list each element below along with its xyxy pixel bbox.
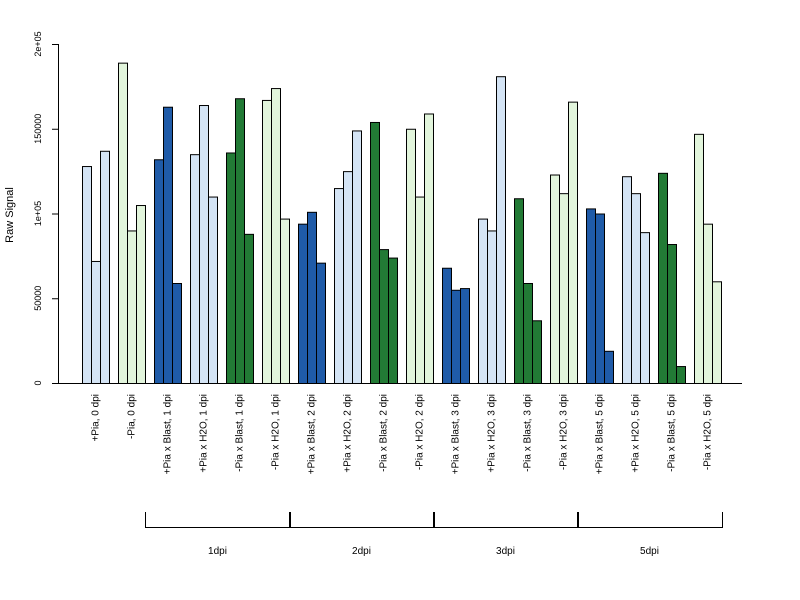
bar (415, 196, 425, 384)
bar (496, 76, 506, 385)
bar (163, 106, 173, 384)
time-bracket (577, 512, 723, 528)
bar (550, 174, 560, 384)
bar (586, 208, 596, 384)
bar (154, 159, 164, 384)
bar (676, 366, 686, 384)
x-axis-labels: +Pia, 0 dpi -Pia, 0 dpi +Pia x Blast, 1 dp… (91, 394, 714, 474)
bar (487, 230, 497, 384)
bar (343, 171, 353, 384)
bar (199, 105, 209, 385)
bar (271, 88, 281, 384)
y-tick-label: 2e+05 (33, 31, 43, 56)
time-bracket-label: 3dpi (496, 546, 515, 557)
bar (316, 262, 326, 384)
x-tick-label: -Pia x Blast, 5 dpi (667, 394, 678, 472)
bars (82, 62, 722, 385)
time-brackets: 1dpi 2dpi 3dpi 5dpi (145, 512, 723, 557)
y-tick-label: 1e+05 (33, 201, 43, 226)
bar (262, 99, 272, 384)
bar (118, 62, 128, 385)
bar (559, 193, 569, 384)
bar (226, 152, 236, 384)
bar (307, 211, 317, 384)
x-tick-label: +Pia x H2O, 1 dpi (199, 394, 210, 473)
bar (235, 98, 245, 385)
x-tick-label: +Pia x Blast, 3 dpi (451, 394, 462, 474)
bar (640, 232, 650, 384)
bar (460, 288, 470, 384)
x-tick-label: -Pia, 0 dpi (127, 394, 138, 439)
bar (667, 244, 677, 384)
x-tick-label: +Pia x H2O, 2 dpi (343, 394, 354, 473)
x-tick-label: +Pia x Blast, 2 dpi (307, 394, 318, 474)
y-tick-label: 50000 (33, 286, 43, 311)
bar (712, 281, 722, 384)
bar (172, 282, 182, 384)
bar (658, 172, 668, 384)
x-tick-label: +Pia, 0 dpi (91, 394, 102, 442)
bar (352, 130, 362, 384)
x-tick-label: -Pia x H2O, 3 dpi (559, 394, 570, 470)
x-tick-label: -Pia x Blast, 2 dpi (379, 394, 390, 472)
x-tick-label: -Pia x Blast, 3 dpi (523, 394, 534, 472)
time-bracket-label: 5dpi (640, 546, 659, 557)
bar (451, 289, 461, 384)
bar (523, 282, 533, 384)
time-bracket (145, 512, 291, 528)
y-tick-label: 0 (33, 380, 43, 385)
bar (91, 260, 101, 384)
bar (532, 320, 542, 385)
bar (442, 267, 452, 384)
bar (334, 188, 344, 384)
bar (631, 193, 641, 384)
bar (379, 249, 389, 384)
time-bracket (433, 512, 579, 528)
bar (703, 223, 713, 384)
x-tick-label: -Pia x H2O, 2 dpi (415, 394, 426, 470)
bar (127, 230, 137, 384)
bar (514, 198, 524, 384)
time-bracket (289, 512, 435, 528)
x-tick-label: +Pia x H2O, 3 dpi (487, 394, 498, 473)
y-axis: 0 50000 1e+05 150000 2e+05 (33, 31, 59, 386)
y-tick-label: 150000 (33, 114, 43, 144)
bar (478, 218, 488, 384)
bar (190, 154, 200, 384)
x-tick-label: +Pia x Blast, 1 dpi (163, 394, 174, 474)
x-tick-label: -Pia x H2O, 5 dpi (703, 394, 714, 470)
x-tick-label: +Pia x H2O, 5 dpi (631, 394, 642, 473)
bar (568, 101, 578, 384)
bar (622, 176, 632, 384)
time-bracket-label: 1dpi (208, 546, 227, 557)
bar (136, 205, 146, 384)
bar (388, 257, 398, 385)
bar (424, 113, 434, 385)
bar (604, 350, 614, 385)
bar (280, 218, 290, 384)
bar (370, 121, 380, 384)
bar (208, 196, 218, 384)
time-bracket-label: 2dpi (352, 546, 371, 557)
y-axis-title: Raw Signal (4, 187, 16, 243)
x-tick-label: -Pia x Blast, 1 dpi (235, 394, 246, 472)
bar (694, 133, 704, 384)
bar (244, 233, 254, 384)
bar (298, 223, 308, 384)
x-tick-label: +Pia x Blast, 5 dpi (595, 394, 606, 474)
bar (595, 213, 605, 384)
bar (100, 150, 110, 384)
bar (406, 128, 416, 384)
x-tick-label: -Pia x H2O, 1 dpi (271, 394, 282, 470)
bar (82, 166, 92, 384)
